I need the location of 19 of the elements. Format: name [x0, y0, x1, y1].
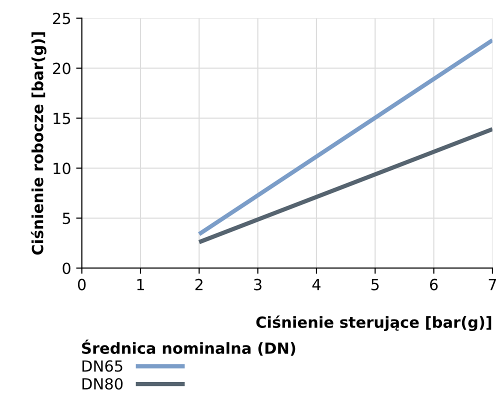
y-tick-label: 20: [53, 62, 70, 74]
x-axis-title: Ciśnienie sterujące [bar(g)]: [256, 316, 492, 332]
x-tick-label: 3: [254, 278, 262, 290]
y-tick-label: 15: [54, 112, 70, 124]
x-tick-label: 5: [371, 278, 379, 290]
y-tick-label: 10: [54, 162, 70, 174]
x-tick-label: 1: [137, 278, 144, 290]
legend-label: DN80: [82, 378, 123, 390]
y-tick-label: 5: [62, 212, 70, 224]
legend-label: DN65: [82, 360, 122, 372]
y-tick-label: 0: [62, 262, 70, 274]
x-tick-label: 2: [195, 278, 202, 290]
y-tick-label: 25: [53, 12, 70, 24]
x-tick-label: 7: [488, 278, 496, 290]
x-tick-label: 0: [78, 278, 86, 290]
legend-title: Średnica nominalna (DN): [82, 340, 296, 356]
x-tick-label: 6: [430, 278, 438, 290]
x-tick-label: 4: [312, 278, 320, 290]
y-axis-title: Ciśnienie robocze [bar(g)]: [30, 32, 46, 255]
